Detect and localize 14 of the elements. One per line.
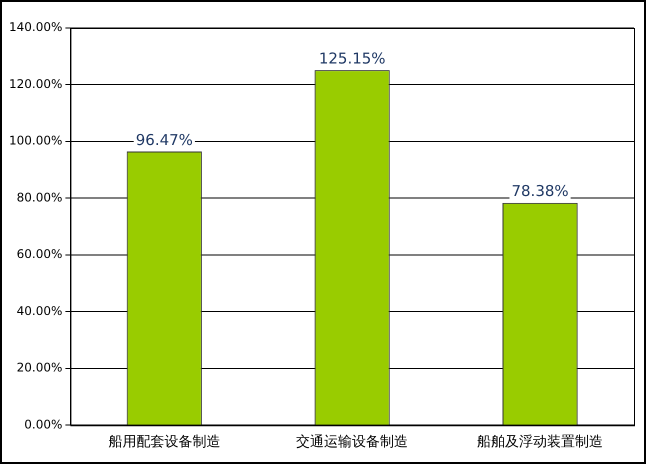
y-tick-label: 80.00% [16, 190, 62, 204]
y-tick-label: 140.00% [9, 20, 62, 34]
y-tick-label: 100.00% [9, 134, 62, 148]
y-tick-label: 60.00% [16, 247, 62, 262]
y-tick-label: 120.00% [9, 76, 62, 91]
y-tick-label: 40.00% [16, 304, 62, 318]
x-tick-label: 交通运输设备制造 [296, 434, 408, 450]
data-label: 78.38% [511, 182, 569, 200]
y-tick-label: 20.00% [16, 360, 62, 375]
y-tick-label: 0.00% [24, 417, 62, 432]
data-label: 125.15% [318, 50, 386, 68]
x-tick-label: 船舶及浮动装置制造 [477, 434, 604, 450]
data-label: 96.47% [136, 130, 193, 149]
x-tick-label: 船用配套设备制造 [108, 434, 220, 450]
